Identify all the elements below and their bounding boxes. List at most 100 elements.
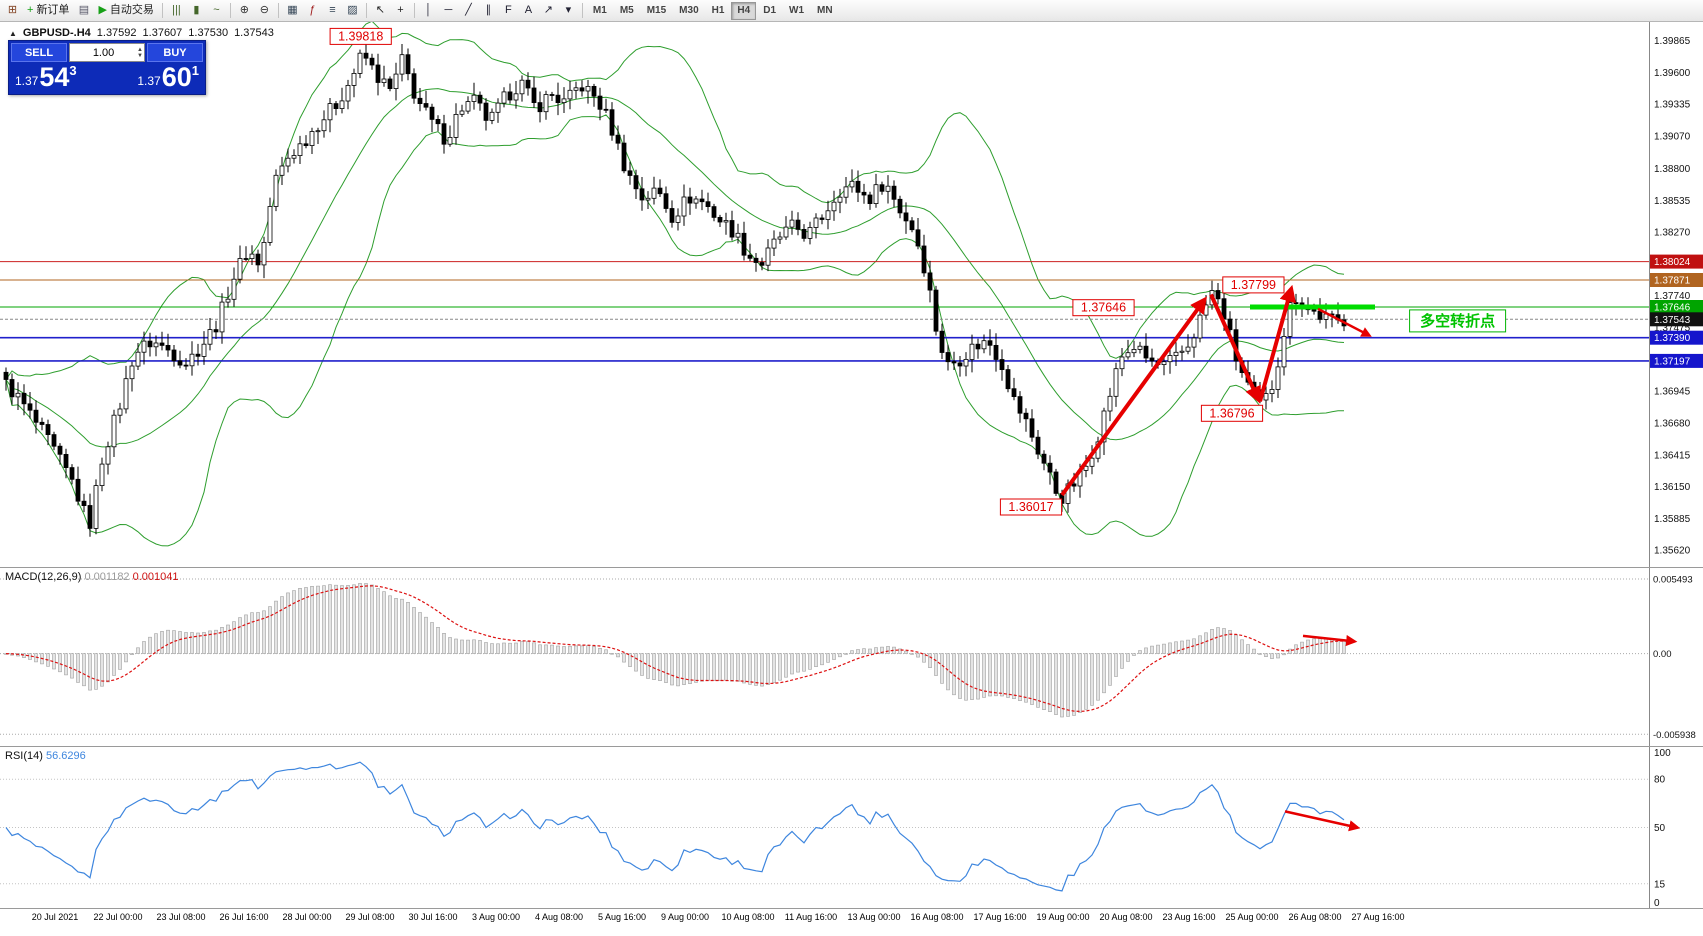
trendline-button[interactable]: ╱	[459, 1, 478, 20]
one-click-collapse-icon[interactable]: ▲	[9, 28, 17, 38]
time-axis-label: 28 Jul 00:00	[282, 912, 332, 922]
autotrading-button[interactable]: ▶ 自动交易	[94, 1, 157, 20]
new-order-button-label: 新订单	[36, 4, 70, 16]
crosshair-icon: +	[397, 4, 404, 16]
svg-text:1.37390: 1.37390	[1654, 333, 1691, 344]
volume-input[interactable]	[70, 46, 138, 59]
timeframe-h4-button[interactable]: H4	[731, 1, 757, 20]
price-chart-panel[interactable]: 1.39818 1.37646 1.37799 1.36796 1.36017 多空转折点…	[0, 22, 1703, 567]
new-chart-button[interactable]: ⊞	[3, 1, 22, 20]
candlestick-chart-type-button[interactable]: ▮	[187, 1, 206, 20]
time-axis[interactable]: 20 Jul 2021 22 Jul 00:00 23 Jul 08:00 26 Ju…	[0, 909, 1703, 936]
timeframe-m15-button[interactable]: M15	[646, 5, 667, 16]
text-tool-icon: A	[524, 4, 533, 16]
toolbar-separator	[581, 3, 583, 18]
sell-button[interactable]: SELL	[11, 43, 67, 62]
time-axis-label: 16 Aug 08:00	[910, 912, 964, 922]
svg-text:1.37799: 1.37799	[1231, 278, 1276, 292]
timeframe-mn-button[interactable]: MN	[817, 5, 833, 16]
arrows-tool-button[interactable]: ↗	[539, 1, 558, 20]
periods-icon: ≡	[329, 4, 336, 16]
panel-splitter[interactable]	[0, 567, 1703, 568]
svg-text:多空转折点: 多空转折点	[1420, 312, 1495, 330]
svg-text:0.005493: 0.005493	[1653, 575, 1693, 586]
shapes-dropdown-button[interactable]: ▾	[559, 1, 578, 20]
time-axis-label: 17 Aug 16:00	[973, 912, 1027, 922]
svg-text:1.36796: 1.36796	[1209, 406, 1254, 420]
time-axis-label: 23 Jul 08:00	[156, 912, 206, 922]
line-chart-type-icon: ~	[213, 4, 220, 16]
time-axis-label: 10 Aug 08:00	[721, 912, 775, 922]
toolbar-separator	[277, 3, 279, 18]
arrows-tool-icon: ↗	[543, 4, 554, 16]
crosshair-button[interactable]: +	[391, 1, 410, 20]
time-axis-label: 25 Aug 00:00	[1225, 912, 1279, 922]
channel-button[interactable]: ∥	[479, 1, 498, 20]
timeframe-m5-button[interactable]: M5	[619, 5, 634, 16]
horizontal-line-icon: ─	[444, 4, 453, 16]
panel-splitter[interactable]	[0, 746, 1703, 747]
text-tool-button[interactable]: A	[519, 1, 538, 20]
rsi-panel[interactable]: 100 80 50 15 0	[0, 747, 1703, 908]
svg-text:50: 50	[1654, 823, 1666, 834]
symbol-info-bar: ▲ GBPUSD-.H4 1.37592 1.37607 1.37530 1.3…	[9, 27, 274, 39]
time-axis-label: 23 Aug 16:00	[1162, 912, 1216, 922]
horizontal-line-button[interactable]: ─	[439, 1, 458, 20]
cursor-button[interactable]: ↖	[371, 1, 390, 20]
chart-profiles-icon: ▤	[78, 4, 90, 16]
svg-text:1.38535: 1.38535	[1654, 196, 1691, 207]
time-axis-label: 20 Aug 08:00	[1099, 912, 1153, 922]
time-axis-label: 19 Aug 00:00	[1036, 912, 1090, 922]
timeframe-w1-button[interactable]: W1	[789, 5, 805, 16]
vertical-line-button[interactable]: │	[419, 1, 438, 20]
macd-svg[interactable]: 0.005493 0.00 -0.005938	[0, 568, 1703, 746]
indicators-button[interactable]: ƒ	[303, 1, 322, 20]
timeframe-d1-button[interactable]: D1	[763, 5, 777, 16]
trendline-icon: ╱	[465, 4, 472, 16]
svg-text:1.37475: 1.37475	[1654, 323, 1691, 334]
candlestick-chart-type-icon: ▮	[193, 4, 200, 16]
zoom-out-button[interactable]: ⊖	[255, 1, 274, 20]
svg-text:0: 0	[1654, 898, 1660, 908]
time-axis-label: 22 Jul 00:00	[93, 912, 143, 922]
new-order-button[interactable]: + 新订单	[23, 1, 73, 20]
buy-price[interactable]: 1.37 60 1	[137, 62, 199, 92]
zoom-in-icon: ⊕	[239, 4, 250, 16]
time-axis-label: 9 Aug 00:00	[660, 912, 710, 922]
svg-text:15: 15	[1654, 879, 1666, 890]
periods-button[interactable]: ≡	[323, 1, 342, 20]
templates-button[interactable]: ▨	[343, 1, 362, 20]
buy-button[interactable]: BUY	[147, 43, 203, 62]
bar-close-value: 1.37543	[234, 27, 274, 39]
rsi-svg[interactable]: 100 80 50 15 0	[0, 747, 1703, 908]
tile-windows-button[interactable]: ▦	[283, 1, 302, 20]
one-click-trading-widget: SELL ▲ ▼ BUY 1.37 54 3 1.37 60 1	[8, 40, 206, 95]
svg-text:1.39818: 1.39818	[338, 29, 383, 43]
timeframe-m1-button[interactable]: M1	[592, 5, 607, 16]
timeframe-h1-button[interactable]: H1	[711, 5, 725, 16]
time-axis-label: 13 Aug 00:00	[847, 912, 901, 922]
svg-text:1.35885: 1.35885	[1654, 514, 1691, 525]
svg-text:-0.005938: -0.005938	[1653, 730, 1696, 741]
zoom-in-button[interactable]: ⊕	[235, 1, 254, 20]
fibonacci-button[interactable]: F	[499, 1, 518, 20]
macd-signal-value: 0.001041	[132, 571, 179, 583]
line-chart-type-button[interactable]: ~	[207, 1, 226, 20]
price-chart-svg[interactable]: 1.39818 1.37646 1.37799 1.36796 1.36017 多空转折点…	[0, 22, 1703, 567]
time-axis-label: 4 Aug 08:00	[534, 912, 584, 922]
timeframe-m30-button[interactable]: M30	[679, 5, 699, 16]
bar-chart-type-button[interactable]: |||	[167, 1, 186, 20]
cursor-icon: ↖	[375, 4, 386, 16]
volume-down-icon[interactable]: ▼	[137, 52, 143, 59]
shapes-dropdown-icon: ▾	[565, 4, 572, 16]
sell-price[interactable]: 1.37 54 3	[15, 62, 77, 92]
volume-up-icon[interactable]: ▲	[137, 46, 143, 53]
svg-text:1.35620: 1.35620	[1654, 546, 1691, 557]
tile-windows-icon: ▦	[287, 4, 298, 16]
macd-panel[interactable]: 0.005493 0.00 -0.005938	[0, 568, 1703, 746]
svg-text:1.37646: 1.37646	[1081, 301, 1126, 315]
svg-text:1.37871: 1.37871	[1654, 276, 1691, 287]
svg-text:1.38270: 1.38270	[1654, 228, 1691, 239]
time-axis-label: 11 Aug 16:00	[784, 912, 838, 922]
chart-profiles-button[interactable]: ▤	[74, 1, 93, 20]
